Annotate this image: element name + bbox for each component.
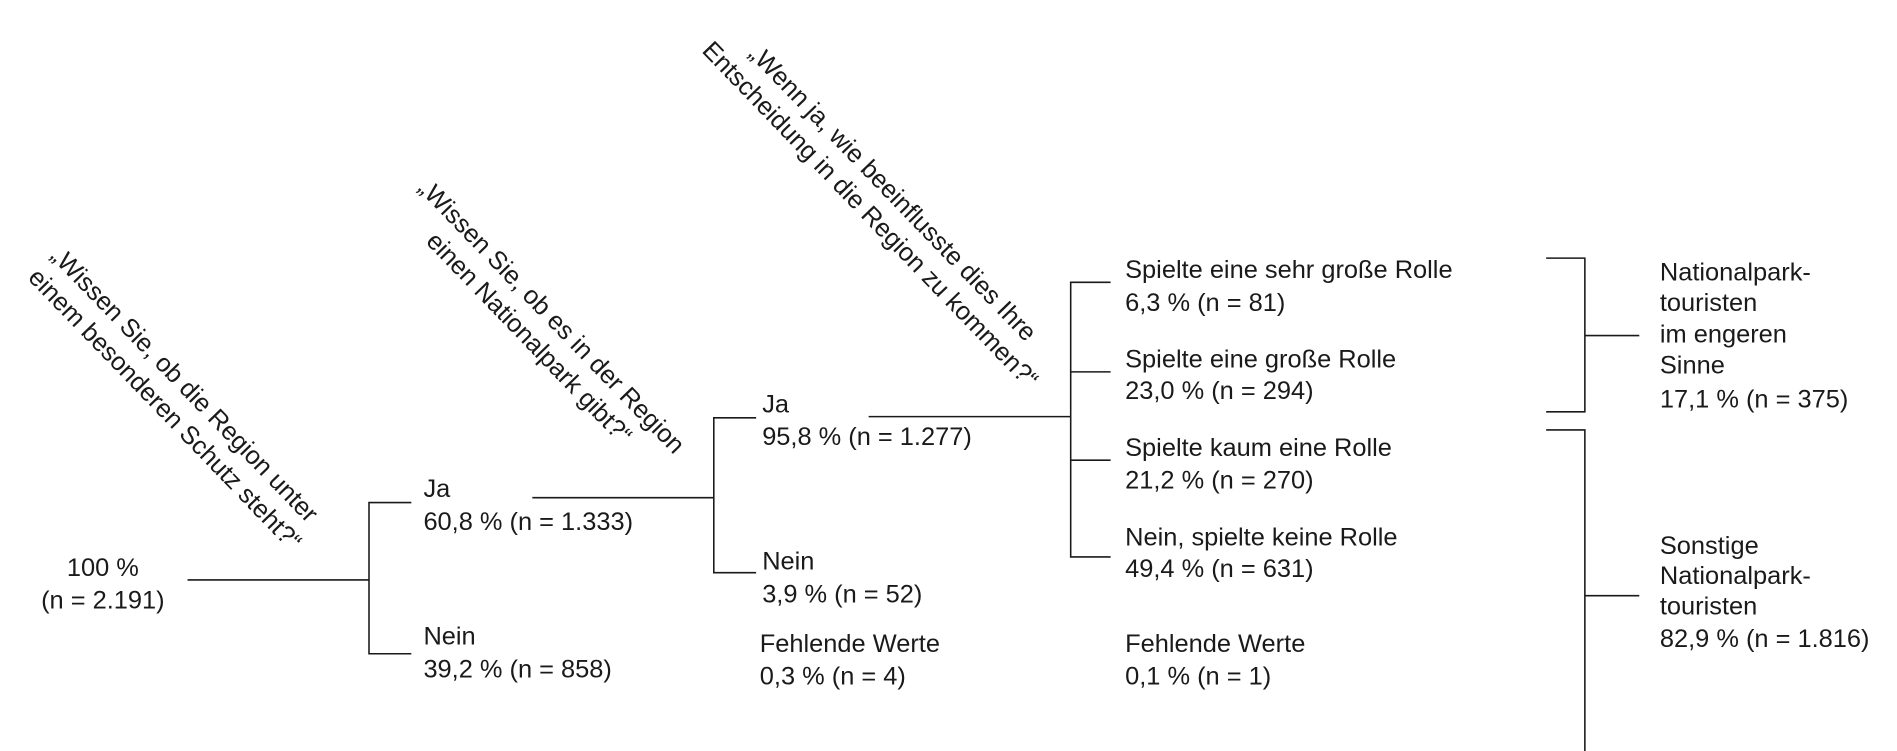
answer: Spielte kaum eine Rolle — [1125, 434, 1392, 462]
question: „Wenn ja, wie beeinflusste dies Ihre Ent… — [697, 36, 1044, 394]
answer: Nein, spielte keine Rolle — [1125, 524, 1397, 552]
question-line: „Wissen Sie, ob die Region unter — [45, 241, 323, 528]
group-label: im engeren — [1660, 320, 1787, 348]
share: 49,4 % (n = 631) — [1125, 555, 1313, 583]
answer: Spielte eine große Rolle — [1125, 346, 1396, 374]
question: „Wissen Sie, ob es in der Region einen N… — [413, 174, 690, 459]
root-count: (n = 2.191) — [41, 586, 165, 614]
connector — [713, 417, 757, 574]
group-share: 17,1 % (n = 375) — [1660, 386, 1848, 414]
group-label: Nationalpark- — [1660, 562, 1811, 590]
share: 23,0 % (n = 294) — [1125, 377, 1313, 405]
question: „Wissen Sie, ob die Region unter einem b… — [23, 241, 324, 556]
group-label: Sinne — [1660, 352, 1725, 380]
share: 6,3 % (n = 81) — [1125, 289, 1285, 317]
answer: Nein — [423, 623, 475, 651]
answer: Fehlende Werte — [760, 630, 940, 658]
root-label: 100 % — [67, 554, 139, 582]
group-label: touristen — [1660, 592, 1757, 620]
question-line: einem besonderen Schutz steht?“ — [23, 263, 307, 556]
answer: Ja — [762, 390, 790, 418]
question-line: „Wissen Sie, ob es in der Region — [413, 174, 690, 459]
group-label: touristen — [1660, 289, 1757, 317]
group-label: Nationalpark- — [1660, 259, 1811, 287]
share: 0,1 % (n = 1) — [1125, 663, 1271, 691]
share: 39,2 % (n = 858) — [423, 655, 611, 683]
share: 95,8 % (n = 1.277) — [762, 423, 972, 451]
question-line: „Wenn ja, wie beeinflusste dies Ihre — [743, 39, 1041, 346]
group-label: Sonstige — [1660, 532, 1759, 560]
answer: Fehlende Werte — [1125, 630, 1305, 658]
answer: Ja — [423, 475, 451, 503]
group-share: 82,9 % (n = 1.816) — [1660, 625, 1870, 653]
question-line: Entscheidung in die Region zu kommen?“ — [697, 36, 1044, 394]
share: 0,3 % (n = 4) — [760, 663, 906, 691]
connectors — [187, 257, 1640, 751]
share: 21,2 % (n = 270) — [1125, 467, 1313, 495]
bracket — [1546, 257, 1586, 413]
bracket — [1546, 429, 1586, 751]
answer: Spielte eine sehr große Rolle — [1125, 256, 1452, 284]
share: 60,8 % (n = 1.333) — [423, 508, 633, 536]
answer: Nein — [762, 548, 814, 576]
connector — [368, 501, 412, 655]
question-line: einen Nationalpark gibt?“ — [421, 227, 637, 450]
connector — [1069, 281, 1111, 558]
share: 3,9 % (n = 52) — [762, 580, 922, 608]
